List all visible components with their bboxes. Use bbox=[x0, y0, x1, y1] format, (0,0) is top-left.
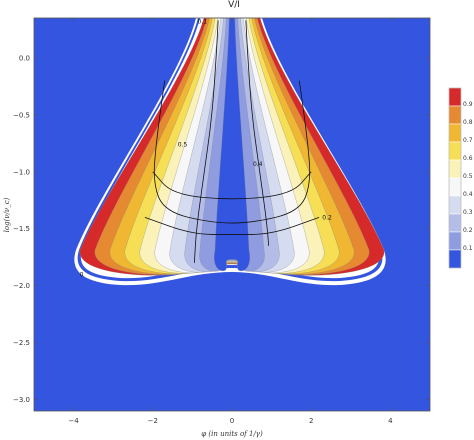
legend-swatch bbox=[448, 249, 462, 269]
legend-swatch bbox=[448, 213, 462, 233]
contour-line-0.5 bbox=[153, 80, 311, 224]
y-tick-label: −2.0 bbox=[13, 282, 30, 290]
y-axis: 0.0 −0.5 −1.0 −1.5 −2.0 −2.5 −3.0 bbox=[13, 54, 430, 404]
contour-label: 0 bbox=[80, 272, 84, 279]
y-tick-label: −2.5 bbox=[13, 339, 30, 347]
chart-title: V/I bbox=[228, 0, 240, 10]
x-axis: −4 −2 0 2 4 bbox=[68, 18, 393, 425]
x-axis-title: φ (in units of 1/γ) bbox=[201, 430, 263, 438]
contour-label: 0.2 bbox=[322, 215, 332, 222]
x-tick-label: 0 bbox=[230, 417, 234, 425]
legend-swatch bbox=[448, 195, 462, 215]
legend-swatch bbox=[448, 231, 462, 251]
legend-label: 0.6 bbox=[463, 155, 473, 162]
x-tick-label: 4 bbox=[388, 417, 393, 425]
x-tick-label: −2 bbox=[148, 417, 158, 425]
x-tick-label: 2 bbox=[309, 417, 313, 425]
y-tick-label: −1.0 bbox=[13, 168, 30, 176]
contour-line-0.1 bbox=[193, 20, 219, 263]
y-tick-label: −1.5 bbox=[13, 225, 30, 233]
legend-frame bbox=[448, 87, 462, 269]
plot-area: 0.1 0.5 0.4 0.2 0 bbox=[33, 17, 431, 412]
y-axis-title: log(ν/ν_c) bbox=[3, 197, 11, 232]
legend-label: 0.1 bbox=[463, 245, 473, 252]
y-tick-label: 0.0 bbox=[19, 54, 30, 62]
contour-line-0.4 bbox=[152, 171, 312, 200]
legend-label: 0.3 bbox=[463, 209, 473, 216]
legend-label: 0.4 bbox=[463, 191, 473, 198]
contour-lines bbox=[144, 20, 320, 263]
contour-label: 0.4 bbox=[253, 161, 263, 168]
legend-label: 0.7 bbox=[463, 137, 473, 144]
legend-label: 0.8 bbox=[463, 119, 473, 126]
contour-line-0.1-mirror bbox=[245, 20, 270, 246]
legend-swatch bbox=[448, 105, 462, 125]
y-tick-label: −3.0 bbox=[13, 396, 30, 404]
legend-swatch bbox=[448, 159, 462, 179]
contour-label: 0.5 bbox=[178, 142, 188, 149]
legend-label: 0.5 bbox=[463, 173, 473, 180]
contour-line-0.2 bbox=[144, 216, 320, 235]
contour-label: 0.1 bbox=[198, 19, 208, 26]
legend-label: 0.9 bbox=[463, 101, 473, 108]
legend-swatch bbox=[448, 123, 462, 143]
legend-label: 0.2 bbox=[463, 227, 473, 234]
y-tick-label: −0.5 bbox=[13, 111, 30, 119]
legend-swatch bbox=[448, 87, 462, 107]
contour-bands bbox=[79, 17, 385, 276]
contour-labels: 0.1 0.5 0.4 0.2 0 bbox=[80, 19, 332, 279]
legend-swatch bbox=[448, 141, 462, 161]
contour-band-min bbox=[214, 17, 250, 272]
x-tick-label: −4 bbox=[68, 417, 79, 425]
legend-swatch bbox=[448, 177, 462, 197]
colorbar-legend: 0.9 0.8 0.7 0.6 0.5 0.4 0.3 0.2 0.1 bbox=[448, 87, 473, 269]
